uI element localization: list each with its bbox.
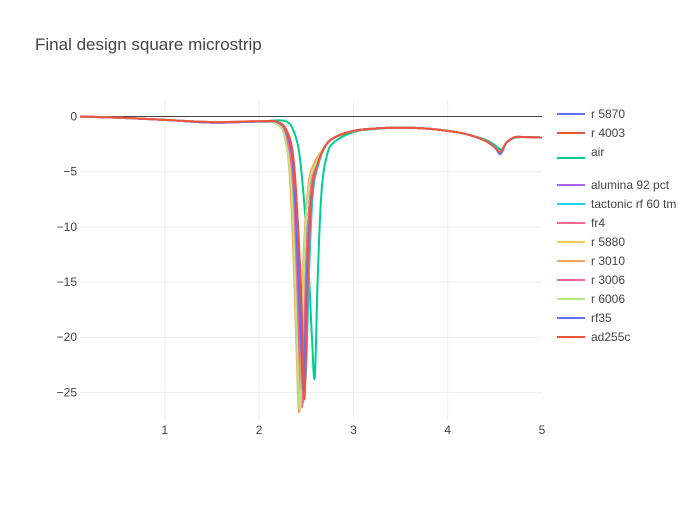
axis-layer: 1 2 3 4 5 0 −5 −10 −15 −20 −25 <box>57 110 546 437</box>
legend-label: r 5870 <box>591 107 625 121</box>
series-line-rf35 <box>80 115 542 391</box>
series-line-r-6006 <box>80 115 542 411</box>
series-line-ad255c <box>80 115 542 401</box>
y-tick-label: 0 <box>70 110 77 124</box>
series-line-air <box>80 115 542 380</box>
legend-item-r-5880[interactable]: r 5880 <box>557 235 625 249</box>
series-line-r-5870 <box>80 115 542 391</box>
legend-label: r 5880 <box>591 235 625 249</box>
series-line-fr4 <box>80 115 542 404</box>
legend-label: alumina 92 pct <box>591 178 670 192</box>
legend-label: r 4003 <box>591 126 625 140</box>
y-tick-label: −20 <box>57 330 78 344</box>
y-tick-label: −15 <box>57 275 78 289</box>
legend[interactable]: r 5870 r 4003 air alumina 92 pct tactonic rf… <box>557 107 676 344</box>
legend-label: rf35 <box>591 311 612 325</box>
series-line-r-5880 <box>80 115 542 410</box>
x-tick-label: 4 <box>444 423 451 437</box>
legend-label: air <box>591 145 604 159</box>
grid-layer <box>80 100 542 420</box>
series-line-alumina-92-pct <box>80 115 542 396</box>
legend-item-r-5870[interactable]: r 5870 <box>557 107 625 121</box>
series-line-tactonic-rf-60-tm <box>80 115 542 384</box>
legend-item-tactonic-rf-60-tm[interactable]: tactonic rf 60 tm <box>557 197 676 211</box>
legend-label: r 6006 <box>591 292 625 306</box>
legend-item-r-4003[interactable]: r 4003 <box>557 126 625 140</box>
series-layer <box>80 115 542 414</box>
x-tick-label: 1 <box>162 423 169 437</box>
legend-label: r 3006 <box>591 273 625 287</box>
chart-title: Final design square microstrip <box>35 35 262 54</box>
legend-label: r 3010 <box>591 254 625 268</box>
series-line-r-3006 <box>80 115 542 408</box>
legend-item-r-6006[interactable]: r 6006 <box>557 292 625 306</box>
legend-label: ad255c <box>591 330 630 344</box>
x-tick-label: 5 <box>539 423 546 437</box>
y-tick-label: −5 <box>63 165 77 179</box>
x-tick-label: 2 <box>256 423 263 437</box>
legend-item-r-3010[interactable]: r 3010 <box>557 254 625 268</box>
legend-item-air[interactable]: air <box>557 145 604 159</box>
legend-item-fr4[interactable]: fr4 <box>557 216 605 230</box>
series-line-r-3010 <box>80 115 542 414</box>
y-tick-label: −10 <box>57 220 78 234</box>
legend-label: tactonic rf 60 tm <box>591 197 676 211</box>
legend-item-rf35[interactable]: rf35 <box>557 311 612 325</box>
y-tick-label: −25 <box>57 385 78 399</box>
legend-item-r-3006[interactable]: r 3006 <box>557 273 625 287</box>
x-tick-label: 3 <box>350 423 357 437</box>
legend-item-ad255c[interactable]: ad255c <box>557 330 630 344</box>
legend-label: fr4 <box>591 216 605 230</box>
legend-item-alumina-92-pct[interactable]: alumina 92 pct <box>557 178 670 192</box>
